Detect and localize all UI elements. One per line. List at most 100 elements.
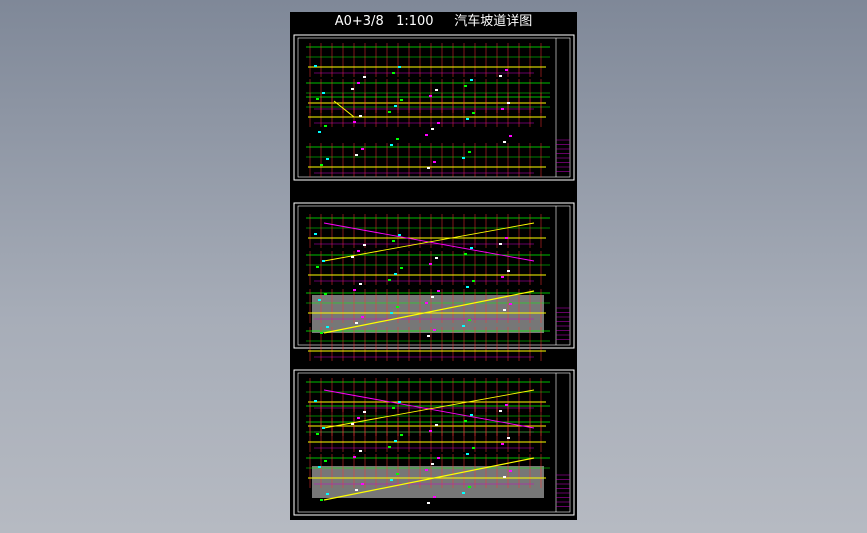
cad-detail bbox=[429, 430, 432, 432]
drawing-title: A0+3/8 1:100 汽车坡道详图 bbox=[334, 14, 533, 29]
cad-line bbox=[323, 457, 535, 501]
cad-detail bbox=[322, 260, 325, 262]
cad-detail bbox=[507, 102, 510, 104]
cad-detail bbox=[472, 280, 475, 282]
cad-detail bbox=[392, 72, 395, 74]
cad-line bbox=[333, 100, 355, 118]
cad-detail bbox=[322, 427, 325, 429]
sheet-frame bbox=[297, 372, 571, 513]
cad-detail bbox=[501, 108, 504, 110]
cad-detail bbox=[499, 243, 502, 245]
cad-detail bbox=[499, 75, 502, 77]
cad-detail bbox=[353, 121, 356, 123]
cad-detail bbox=[326, 326, 329, 328]
cad-detail bbox=[398, 234, 401, 236]
cad-detail bbox=[427, 502, 430, 504]
cad-detail bbox=[435, 424, 438, 426]
cad-detail bbox=[357, 417, 360, 419]
cad-detail bbox=[468, 151, 471, 153]
cad-detail bbox=[466, 286, 469, 288]
cad-detail bbox=[400, 99, 403, 101]
cad-detail bbox=[466, 118, 469, 120]
cad-detail bbox=[388, 446, 391, 448]
cad-detail bbox=[503, 476, 506, 478]
cad-detail bbox=[429, 95, 432, 97]
sheet-border bbox=[293, 34, 575, 181]
cad-detail bbox=[357, 82, 360, 84]
cad-detail bbox=[425, 469, 428, 471]
cad-drawing bbox=[293, 34, 575, 516]
cad-detail bbox=[355, 154, 358, 156]
cad-detail bbox=[318, 466, 321, 468]
cad-detail bbox=[324, 460, 327, 462]
cad-detail bbox=[466, 453, 469, 455]
cad-detail bbox=[499, 410, 502, 412]
cad-detail bbox=[437, 457, 440, 459]
cad-detail bbox=[470, 79, 473, 81]
cad-detail bbox=[470, 247, 473, 249]
cad-detail bbox=[316, 266, 319, 268]
cad-detail bbox=[361, 316, 364, 318]
cad-detail bbox=[353, 289, 356, 291]
cad-detail bbox=[398, 66, 401, 68]
cad-detail bbox=[361, 148, 364, 150]
cad-detail bbox=[320, 164, 323, 166]
cad-detail bbox=[394, 273, 397, 275]
cad-detail bbox=[427, 167, 430, 169]
cad-detail bbox=[320, 499, 323, 501]
cad-detail bbox=[462, 492, 465, 494]
cad-detail bbox=[363, 244, 366, 246]
cad-detail bbox=[431, 296, 434, 298]
cad-detail bbox=[464, 85, 467, 87]
hatch-area bbox=[312, 295, 544, 333]
cad-detail bbox=[324, 125, 327, 127]
cad-detail bbox=[505, 69, 508, 71]
cad-detail bbox=[503, 141, 506, 143]
cad-detail bbox=[388, 111, 391, 113]
cad-detail bbox=[351, 423, 354, 425]
cad-detail bbox=[468, 319, 471, 321]
cad-detail bbox=[507, 437, 510, 439]
cad-detail bbox=[427, 335, 430, 337]
cad-detail bbox=[390, 312, 393, 314]
cad-detail bbox=[433, 161, 436, 163]
cad-detail bbox=[394, 440, 397, 442]
cad-detail bbox=[437, 290, 440, 292]
cad-detail bbox=[357, 250, 360, 252]
cad-detail bbox=[361, 483, 364, 485]
cad-detail bbox=[314, 400, 317, 402]
cad-detail bbox=[392, 407, 395, 409]
cad-detail bbox=[316, 98, 319, 100]
cad-detail bbox=[318, 131, 321, 133]
cad-detail bbox=[390, 479, 393, 481]
cad-detail bbox=[433, 329, 436, 331]
cad-detail bbox=[363, 76, 366, 78]
cad-detail bbox=[359, 283, 362, 285]
cad-detail bbox=[462, 325, 465, 327]
cad-detail bbox=[322, 92, 325, 94]
cad-detail bbox=[501, 443, 504, 445]
cad-detail bbox=[464, 420, 467, 422]
cad-detail bbox=[505, 237, 508, 239]
cad-detail bbox=[396, 306, 399, 308]
cad-detail bbox=[501, 276, 504, 278]
cad-detail bbox=[326, 158, 329, 160]
drawing-panel: A0+3/8 1:100 汽车坡道详图 bbox=[290, 12, 577, 520]
cad-detail bbox=[396, 138, 399, 140]
cad-detail bbox=[394, 105, 397, 107]
cad-detail bbox=[433, 496, 436, 498]
cad-detail bbox=[320, 332, 323, 334]
cad-detail bbox=[355, 489, 358, 491]
cad-detail bbox=[425, 302, 428, 304]
cad-detail bbox=[472, 447, 475, 449]
sheet-frame bbox=[297, 205, 571, 346]
cad-detail bbox=[314, 233, 317, 235]
cad-detail bbox=[326, 493, 329, 495]
cad-detail bbox=[388, 279, 391, 281]
cad-detail bbox=[400, 434, 403, 436]
cad-detail bbox=[314, 65, 317, 67]
cad-detail bbox=[359, 115, 362, 117]
cad-detail bbox=[363, 411, 366, 413]
cad-detail bbox=[503, 309, 506, 311]
